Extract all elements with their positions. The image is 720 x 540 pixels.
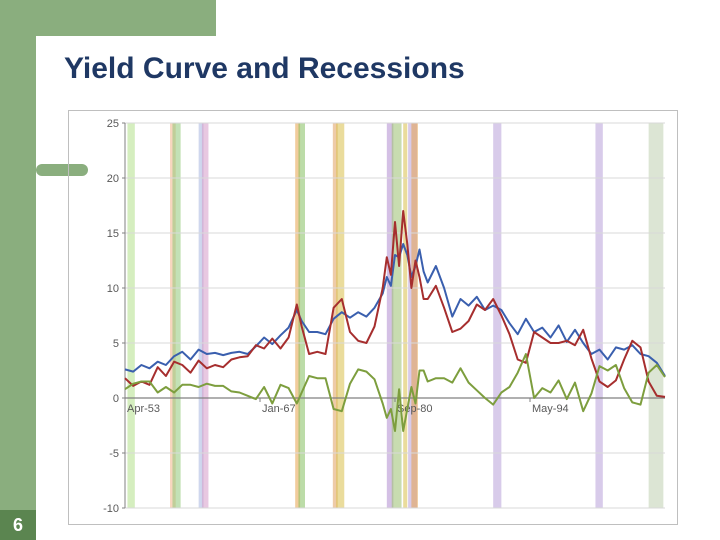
gridlines: -10 -5 0 5 10 15 20 25 [103,118,665,515]
top-accent-block [36,0,216,36]
x-tick-label: May-94 [532,403,569,415]
slide: Yield Curve and Recessions 6 -10 -5 0 5 10 15… [0,0,720,540]
slide-title: Yield Curve and Recessions [64,52,465,86]
yield-curve-chart: -10-50510152025Apr-53Jan-67Sep-80May-94 [68,110,678,525]
recession-band [403,123,407,508]
y-tick-label: 5 [113,338,119,350]
recession-band [411,123,418,508]
y-tick-label: 15 [107,228,119,240]
left-accent-band [0,0,36,540]
y-tick-label: 20 [107,173,119,185]
chart-svg: -10-50510152025Apr-53Jan-67Sep-80May-94 [69,111,677,524]
x-labels: Apr-53Jan-67Sep-80May-94 [125,398,569,415]
recession-band [595,123,602,508]
recession-band [392,123,402,508]
recession-band [127,123,134,508]
y-tick-label: -5 [109,448,119,460]
recession-band [172,123,180,508]
x-tick-label: Apr-53 [127,403,160,415]
recession-bands [127,123,663,508]
page-number: 6 [0,510,36,540]
x-tick-label: Jan-67 [262,403,296,415]
recession-band [649,123,664,508]
recession-band [202,123,209,508]
y-tick-label: -10 [103,503,119,515]
recession-band [493,123,501,508]
y-tick-label: 25 [107,118,119,130]
y-tick-label: 0 [113,393,119,405]
y-tick-label: 10 [107,283,119,295]
